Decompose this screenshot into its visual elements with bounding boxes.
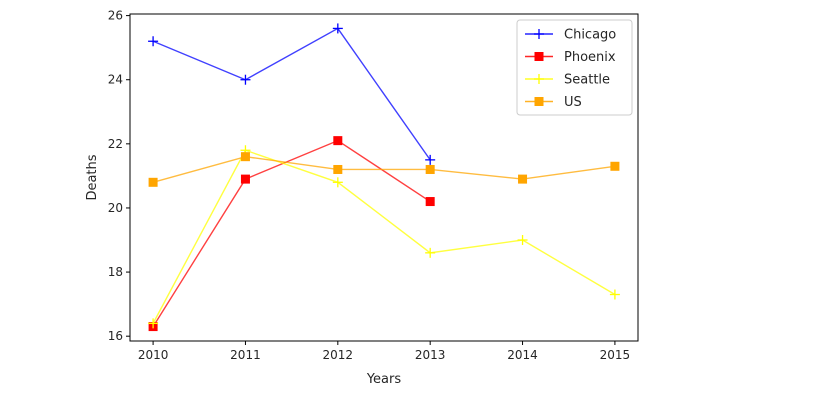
- legend-label: Phoenix: [564, 50, 616, 65]
- legend-item: Phoenix: [525, 50, 616, 65]
- legend-marker: [534, 29, 544, 39]
- y-tick-label: 18: [108, 265, 123, 279]
- data-point: [333, 136, 343, 146]
- data-point: [240, 174, 250, 184]
- data-point: [333, 164, 343, 174]
- legend-box: [516, 19, 633, 116]
- data-point: [148, 177, 158, 187]
- y-tick-label: 24: [108, 73, 123, 87]
- data-point: [425, 154, 436, 165]
- data-point: [240, 74, 251, 85]
- legend: Chicago Phoenix Seattle US: [516, 19, 633, 116]
- series-phoenix: [148, 136, 435, 332]
- legend-marker: [534, 97, 544, 106]
- legend-label: Seattle: [564, 73, 610, 88]
- x-tick-label: 2010: [138, 348, 169, 362]
- series-line: [152, 27, 431, 161]
- legend-marker: [534, 74, 544, 84]
- series-line: [152, 139, 431, 327]
- x-tick-label: 2013: [415, 348, 446, 362]
- data-point: [609, 289, 620, 300]
- legend-label: Chicago: [564, 28, 616, 43]
- data-point: [425, 197, 435, 207]
- x-tick-label: 2014: [507, 348, 538, 362]
- data-point: [425, 164, 435, 174]
- legend-label: US: [564, 95, 582, 110]
- y-tick-label: 20: [108, 201, 123, 215]
- x-axis-label: Years: [366, 372, 402, 387]
- x-tick-label: 2015: [600, 348, 631, 362]
- data-point: [148, 318, 159, 329]
- data-point: [148, 36, 159, 47]
- series-seattle: [148, 145, 620, 329]
- data-point: [517, 235, 528, 246]
- series-us: [148, 152, 620, 187]
- legend-item: US: [525, 95, 582, 110]
- y-tick-label: 22: [108, 137, 123, 151]
- series-chicago: [148, 23, 436, 165]
- x-tick-label: 2011: [230, 348, 261, 362]
- y-tick-label: 16: [108, 329, 123, 343]
- series-line: [152, 155, 616, 183]
- data-point: [332, 23, 343, 34]
- plot-frame: [129, 13, 639, 342]
- x-tick-label: 2012: [323, 348, 354, 362]
- y-tick-label: 26: [108, 9, 123, 23]
- legend-item: Chicago: [525, 28, 616, 43]
- data-point: [610, 161, 620, 171]
- y-axis-label: Deaths: [85, 154, 100, 200]
- data-point: [240, 152, 250, 162]
- series-line: [152, 149, 616, 324]
- data-point: [332, 177, 343, 188]
- legend-marker: [534, 52, 544, 61]
- data-point: [518, 174, 528, 184]
- data-point: [425, 247, 436, 258]
- legend-item: Seattle: [525, 73, 610, 88]
